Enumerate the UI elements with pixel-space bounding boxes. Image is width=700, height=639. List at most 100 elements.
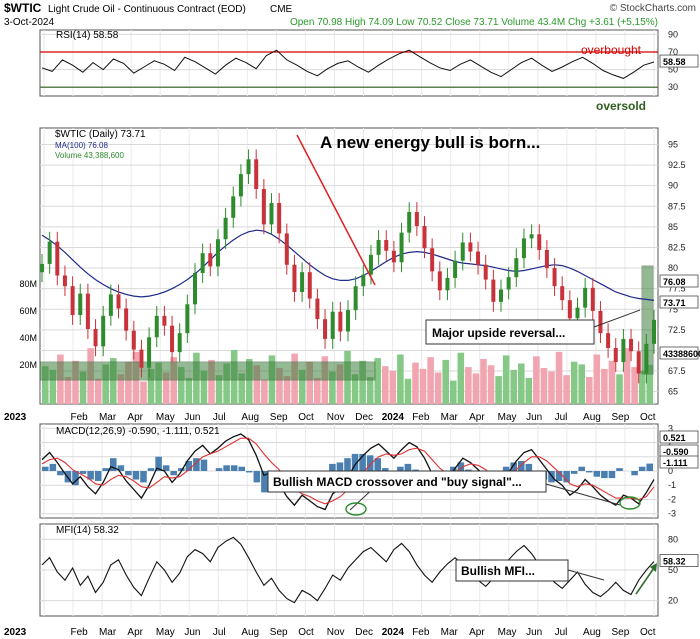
rsi-line (41, 49, 655, 79)
rsi-last-value: 58.58 (663, 57, 686, 67)
x-axis-label: Jun (184, 627, 200, 638)
candle-body (376, 240, 381, 255)
x-axis-label: Mar (99, 627, 117, 638)
volume-bar (223, 363, 230, 404)
macd-histogram-bar (646, 463, 653, 471)
price-panel: 6567.57072.57577.58082.58587.59092.59580… (19, 127, 700, 405)
macd-value-tag: -0.590 (663, 447, 689, 457)
candle-body (437, 271, 442, 291)
macd-histogram-bar (79, 471, 87, 474)
volume-bar (382, 366, 389, 404)
candle-body (284, 233, 289, 265)
bull-annotation: A new energy bull is born... (320, 133, 540, 152)
ma-value-tag: 76.08 (663, 277, 686, 287)
volume-bar (170, 357, 177, 404)
volume-bar (593, 354, 601, 404)
candle-body (170, 325, 175, 353)
macd-histogram-bar (555, 471, 563, 481)
candle-body (177, 333, 182, 353)
x-axis-label: May (156, 627, 175, 638)
candle-body (460, 242, 465, 261)
macd-histogram-bar (94, 471, 102, 481)
x-axis-label: Feb (412, 627, 430, 638)
macd-histogram-bar (450, 466, 457, 471)
volume-bar (246, 359, 253, 404)
volume-bar (570, 361, 578, 404)
macd-histogram-bar (140, 471, 147, 483)
volume-bar (427, 357, 434, 404)
mfi-pointer (567, 569, 605, 581)
candle-body (483, 264, 488, 280)
mfi-callout: Bullish MFI... (455, 559, 569, 582)
candle-body (506, 277, 511, 290)
volume-bar (155, 362, 162, 404)
volume-bar (608, 360, 616, 404)
x-axis-label: Oct (640, 412, 656, 423)
price-axis-tick-label: 75 (668, 304, 678, 314)
volume-bar (178, 367, 185, 404)
macd-title: MACD(12,26,9) -0.590, -1.111, 0.521 (56, 426, 220, 437)
rsi-axis-tick-label: 70 (668, 47, 678, 57)
candle-body (430, 248, 435, 272)
volume-bar (502, 355, 510, 404)
x-axis-label: Oct (298, 412, 314, 423)
macd-histogram-bar (170, 471, 177, 476)
macd-histogram-bar (351, 453, 359, 471)
rsi-frame (39, 29, 659, 97)
macd-histogram-bar (631, 471, 638, 476)
macd-axis-tick-label: 0 (668, 466, 673, 476)
volume-bar (185, 377, 193, 404)
chart-date: 3-Oct-2024 (4, 17, 54, 28)
candle-body (215, 239, 220, 267)
candle-body (47, 241, 52, 264)
candle-body (629, 338, 634, 352)
volume-bar (419, 368, 427, 404)
mfi-axis-tick-label: 80 (668, 534, 678, 544)
candle-body (353, 286, 358, 311)
x-axis-label: Apr (127, 412, 143, 423)
macd-histogram-bar (502, 466, 510, 471)
volume-bar (623, 348, 631, 404)
volume-bar (72, 360, 79, 404)
rsi-axis-tick-label: 90 (668, 29, 678, 39)
candle-body (399, 232, 404, 263)
x-axis-label: 2024 (382, 627, 405, 638)
volume-bar (465, 367, 472, 404)
macd-histogram-bar (525, 463, 533, 471)
macd-histogram-bar (329, 463, 336, 471)
volume-bar (434, 372, 442, 404)
candle-body (598, 310, 603, 334)
x-axis-label: Apr (469, 412, 485, 423)
x-axis-label: Dec (355, 627, 373, 638)
macd-histogram-bar (570, 471, 578, 474)
price-axis-tick-label: 72.5 (668, 325, 686, 335)
macd-histogram-bar (49, 463, 57, 471)
volume-bar (616, 374, 623, 404)
candle-body (85, 293, 90, 330)
candle-body (652, 319, 656, 344)
x-axis-label: 2023 (4, 627, 27, 638)
macd-histogram-bar (147, 468, 155, 471)
macd-histogram-bar (510, 462, 517, 471)
x-axis-label: Jul (213, 412, 226, 423)
mfi-axis-tick-label: 50 (668, 565, 678, 575)
volume-bar (208, 359, 215, 404)
volume-value-tag: 43388600 (663, 349, 700, 359)
volume-bar (638, 370, 646, 404)
macd-callout-text: Bullish MACD crossover and "buy signal".… (273, 475, 522, 489)
candle-body (560, 286, 565, 301)
x-axis-label: Jun (526, 412, 542, 423)
crossover-marker-2023 (345, 502, 367, 516)
macd-histogram-bar (586, 471, 593, 473)
candle-body (101, 315, 106, 347)
volume-bar (646, 364, 653, 404)
candle-body (62, 275, 67, 287)
candle-body (644, 343, 649, 374)
x-axis-label: Sep (612, 627, 630, 638)
x-axis-label: Apr (469, 627, 485, 638)
price-axis-tick-label: 85 (668, 222, 678, 232)
volume-bar (518, 363, 525, 404)
x-axis-bottom: 2023 Feb Mar Apr May Jun Jul Aug Sep Oct Nov Dec 202… (4, 627, 656, 638)
x-axis-label: 2024 (382, 412, 405, 423)
